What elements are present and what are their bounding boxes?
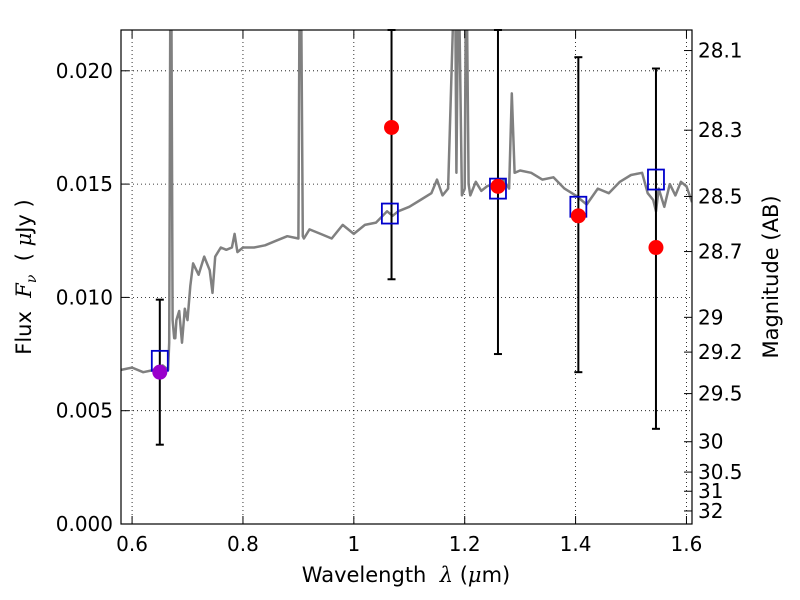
magnitude-tick-label: 30: [698, 430, 723, 454]
magnitude-tick-label: 31: [698, 479, 723, 503]
observed-point: [490, 178, 506, 194]
x-tick-label: 1.4: [560, 532, 592, 556]
x-tick-label: 0.6: [116, 532, 148, 556]
plot-frame: [120, 29, 693, 525]
x-axis-label: Wavelength λ (μm): [302, 563, 510, 587]
plot-area: [121, 30, 692, 524]
x-tick-label: 1.2: [449, 532, 481, 556]
model-point: [647, 168, 665, 191]
magnitude-tick-label: 29: [698, 305, 723, 329]
y-tick-label: 0.000: [56, 512, 113, 536]
observed-point: [648, 240, 664, 256]
magnitude-tick-label: 29.5: [698, 382, 743, 406]
magnitude-tick-label: 28.3: [698, 118, 743, 142]
y-tick-label: 0.015: [56, 172, 113, 196]
magnitude-tick-label: 30.5: [698, 460, 743, 484]
y-tick-label: 0.010: [56, 285, 113, 309]
x-tick-label: 1.6: [671, 532, 703, 556]
magnitude-tick-label: 28.5: [698, 184, 743, 208]
magnitude-tick-label: 29.2: [698, 340, 743, 364]
magnitude-tick-label: 28.1: [698, 39, 743, 63]
y-axis-label: Flux Fν ( μJy ): [12, 199, 40, 354]
magnitude-axis-label: Magnitude (AB): [759, 195, 783, 358]
model-point: [380, 202, 399, 225]
observed-point: [570, 208, 586, 224]
y-tick-label: 0.005: [56, 399, 113, 423]
observed-point: [384, 119, 400, 135]
magnitude-tick-label: 32: [698, 499, 723, 523]
model-point: [489, 177, 507, 200]
ticks: 0.6 0.8 1 1.2 1.4 1.6 0.000 0.005 0.010 0.015 0.02…: [56, 30, 743, 556]
x-tick-label: 1: [347, 532, 360, 556]
magnitude-tick-label: 28.7: [698, 240, 743, 264]
marker-layer: [150, 119, 665, 380]
x-tick-label: 0.8: [227, 532, 259, 556]
observed-point: [152, 364, 168, 380]
y-tick-label: 0.020: [56, 59, 113, 83]
